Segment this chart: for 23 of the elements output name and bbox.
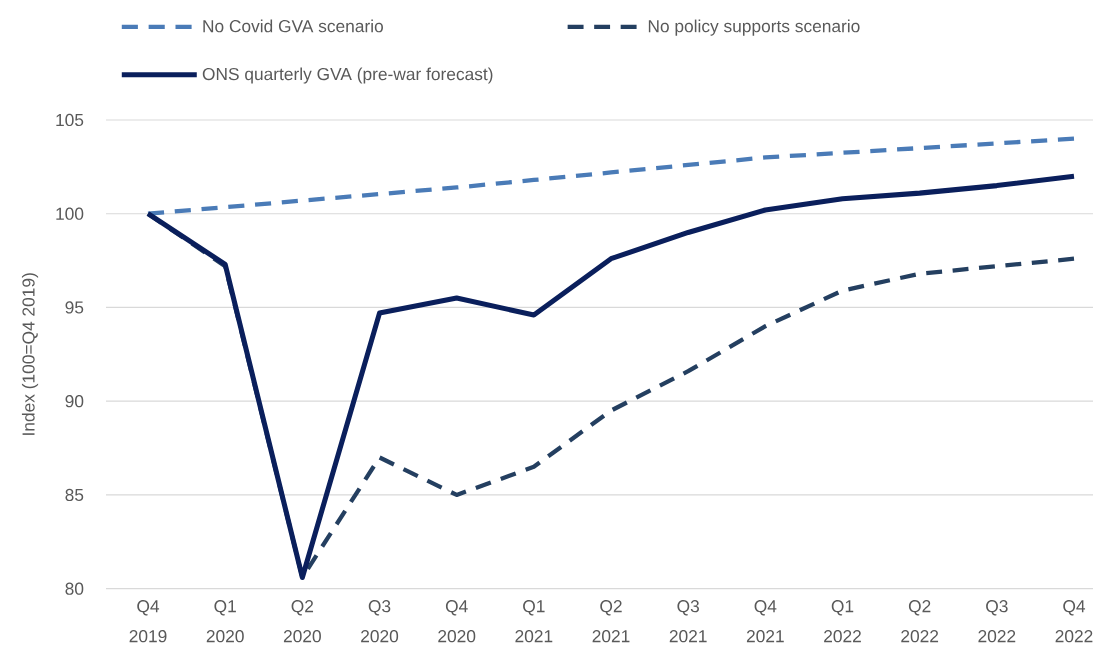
y-tick-label: 105 [56,113,84,127]
x-tick-label: Q3 2022 [978,600,1016,643]
x-tick-label: Q1 2020 [206,600,244,643]
x-tick-label: Q1 2021 [515,600,553,643]
y-tick-label: 90 [65,395,84,408]
y-tick-label: 80 [65,582,84,595]
x-tick-label: Q4 2021 [746,600,784,643]
legend-label: ONS quarterly GVA (pre-war forecast) [202,67,493,84]
x-tick-label: Q2 2020 [283,600,321,643]
x-tick-label: Q2 2022 [901,600,939,643]
x-tick-label: Q4 2022 [1055,600,1093,643]
x-tick-label: Q2 2021 [592,600,630,643]
x-tick-label: Q4 2020 [438,600,476,643]
y-tick-label: 85 [65,488,84,502]
x-tick-label: Q1 2022 [824,600,861,643]
legend-label: No policy supports scenario [648,19,860,36]
legend-label: No Covid GVA scenario [203,19,383,33]
x-tick-label: Q4 2019 [129,600,167,643]
y-tick-label: 100 [56,207,84,220]
y-tick-label: 95 [65,301,84,314]
x-tick-label: Q3 2021 [669,600,707,643]
x-tick-label: Q3 2020 [361,600,399,643]
y-axis-title: Index (100=Q4 2019) [21,273,39,435]
